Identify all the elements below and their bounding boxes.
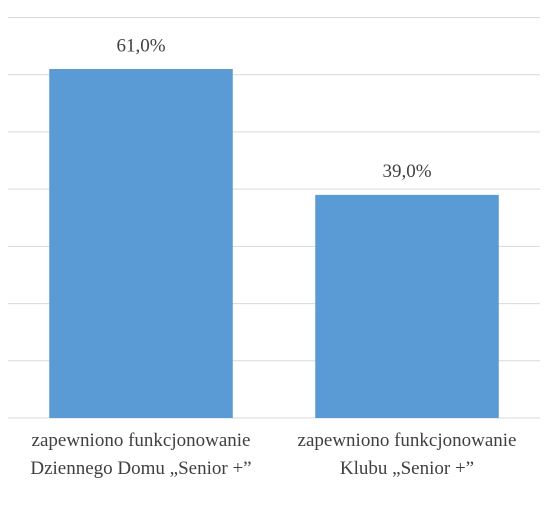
x-tick-label: zapewniono funkcjonowanie Dziennego Domu… [30,430,252,479]
data-label: 39,0% [382,161,431,182]
x-tick-label: zapewniono funkcjonowanie Klubu „Senior … [297,430,517,479]
bar [315,194,499,418]
data-label: 61,0% [116,35,165,56]
bar [49,68,233,418]
